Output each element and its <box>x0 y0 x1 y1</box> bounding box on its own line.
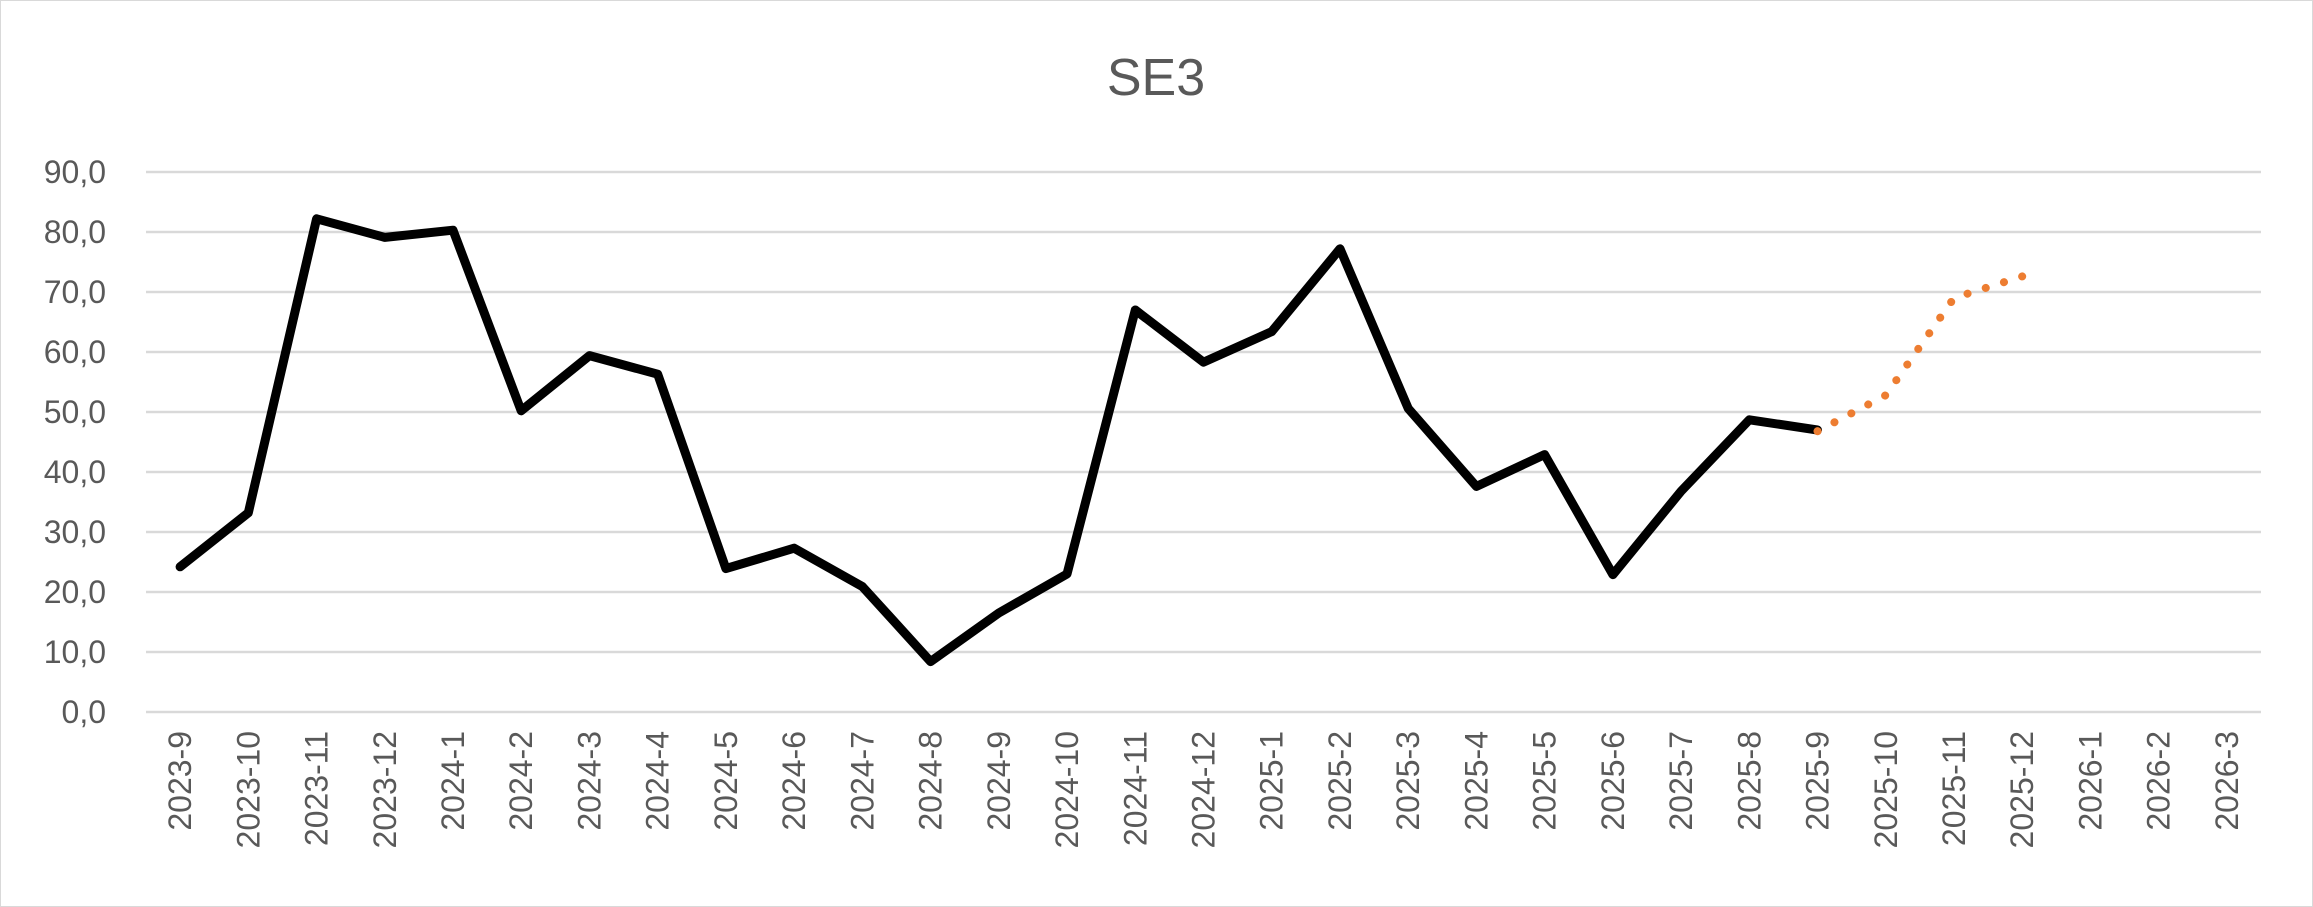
x-tick-label: 2025-8 <box>1731 731 1767 831</box>
x-tick-label: 2025-12 <box>2004 731 2040 848</box>
y-tick-label: 90,0 <box>44 154 106 190</box>
x-tick-label: 2024-8 <box>913 731 949 831</box>
x-tick-label: 2025-4 <box>1458 731 1494 831</box>
x-tick-label: 2026-2 <box>2141 731 2177 831</box>
x-tick-label: 2023-10 <box>230 731 266 848</box>
y-tick-label: 30,0 <box>44 514 106 550</box>
x-tick-label: 2023-9 <box>162 731 198 831</box>
x-axis-tick-labels: 2023-9 2023-10 2023-11 2023-12 2024-1 2024-2 2… <box>162 731 2245 848</box>
x-tick-label: 2024-7 <box>844 731 880 831</box>
series-lines <box>175 214 2027 667</box>
x-tick-label: 2023-12 <box>367 731 403 848</box>
y-tick-label: 0,0 <box>62 694 106 730</box>
y-tick-label: 80,0 <box>44 214 106 250</box>
y-tick-label: 50,0 <box>44 394 106 430</box>
x-tick-label: 2026-3 <box>2209 731 2245 831</box>
x-tick-label: 2024-1 <box>435 731 471 831</box>
y-tick-label: 40,0 <box>44 454 106 490</box>
x-tick-label: 2023-11 <box>299 731 335 846</box>
x-tick-label: 2025-7 <box>1663 731 1699 831</box>
x-tick-label: 2025-11 <box>1936 731 1972 846</box>
y-axis-tick-labels: 0,0 10,0 20,0 30,0 40,0 50,0 60,0 70,0 80,0 90,0 <box>44 154 106 730</box>
x-tick-label: 2024-6 <box>776 731 812 831</box>
y-tick-label: 10,0 <box>44 634 106 670</box>
x-tick-label: 2024-2 <box>503 731 539 831</box>
forecast-series-line <box>1813 272 2027 436</box>
y-tick-label: 70,0 <box>44 274 106 310</box>
x-tick-label: 2025-3 <box>1390 731 1426 831</box>
x-tick-label: 2025-5 <box>1527 731 1563 831</box>
y-tick-label: 60,0 <box>44 334 106 370</box>
x-tick-label: 2024-11 <box>1117 731 1153 846</box>
x-tick-label: 2026-1 <box>2072 731 2108 831</box>
x-tick-label: 2025-10 <box>1868 731 1904 848</box>
series-line <box>175 214 1822 667</box>
chart-title: SE3 <box>1107 49 1205 107</box>
x-tick-label: 2025-1 <box>1254 731 1290 831</box>
x-tick-label: 2025-6 <box>1595 731 1631 831</box>
x-tick-label: 2024-4 <box>640 731 676 831</box>
x-tick-label: 2024-9 <box>981 731 1017 831</box>
x-tick-label: 2024-12 <box>1186 731 1222 848</box>
y-tick-label: 20,0 <box>44 574 106 610</box>
x-tick-label: 2025-2 <box>1322 731 1358 831</box>
x-tick-label: 2025-9 <box>1800 731 1836 831</box>
x-tick-label: 2024-10 <box>1049 731 1085 848</box>
x-tick-label: 2024-5 <box>708 731 744 831</box>
x-tick-label: 2024-3 <box>571 731 607 831</box>
